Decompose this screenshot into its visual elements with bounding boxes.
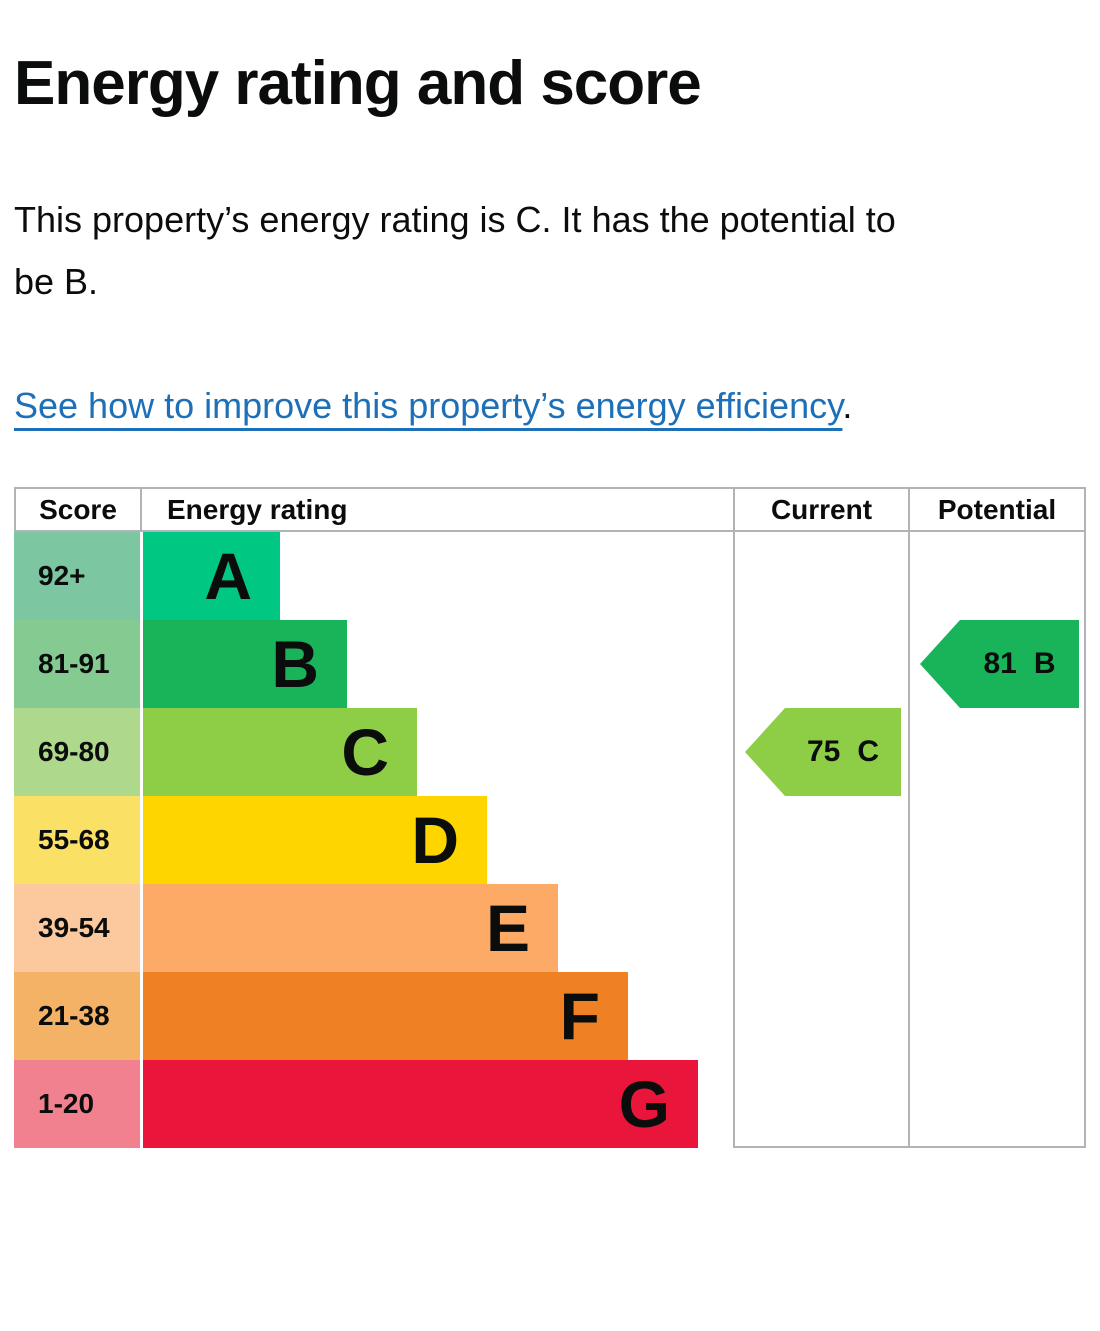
- rating-bar-c: C: [143, 708, 417, 797]
- rating-cell-g: G: [140, 1060, 733, 1149]
- rating-cell-a: A: [140, 532, 733, 621]
- current-column-cell-f: [733, 972, 908, 1061]
- potential-rating-arrow-band-letter: B: [1033, 647, 1056, 681]
- potential-column-cell-c: [908, 708, 1086, 797]
- rating-cell-f: F: [140, 972, 733, 1061]
- header-score: Score: [14, 489, 140, 531]
- potential-rating-arrow-shape: [920, 620, 1079, 709]
- band-letter-g: G: [618, 1067, 670, 1142]
- potential-rating-arrow-label: 81 B: [960, 620, 1079, 708]
- potential-column-cell-f: [908, 972, 1086, 1061]
- current-column-cell-c: 75 C: [733, 708, 908, 797]
- header-energy-rating: Energy rating: [140, 489, 733, 531]
- band-letter-a: A: [204, 539, 252, 614]
- potential-column-cell-d: [908, 796, 1086, 885]
- score-range-c: 69-80: [14, 708, 140, 797]
- band-row-b: 81-91 B 81 B: [14, 620, 1086, 709]
- rating-cell-b: B: [140, 620, 733, 709]
- rating-bar-g: G: [143, 1060, 698, 1149]
- score-range-d: 55-68: [14, 796, 140, 885]
- energy-rating-table: Score Energy rating Current Potential 92…: [14, 487, 1086, 1149]
- current-column-cell-b: [733, 620, 908, 709]
- rating-cell-e: E: [140, 884, 733, 973]
- current-rating-arrow-label: 75 C: [785, 708, 901, 796]
- rating-cell-d: D: [140, 796, 733, 885]
- potential-column-cell-e: [908, 884, 1086, 973]
- current-rating-arrow: 75 C: [745, 708, 901, 797]
- potential-column-cell-g: [908, 1060, 1086, 1149]
- band-row-e: 39-54 E: [14, 884, 1086, 973]
- rating-bar-f: F: [143, 972, 628, 1061]
- current-column-cell-g: [733, 1060, 908, 1149]
- current-rating-arrow-shape: [745, 708, 901, 797]
- band-row-f: 21-38 F: [14, 972, 1086, 1061]
- score-range-f: 21-38: [14, 972, 140, 1061]
- band-row-c: 69-80 C 75 C: [14, 708, 1086, 797]
- current-column-cell-a: [733, 532, 908, 621]
- rating-bar-d: D: [143, 796, 487, 885]
- improve-efficiency-link[interactable]: See how to improve this property’s energ…: [14, 385, 843, 427]
- potential-column-cell-b: 81 B: [908, 620, 1086, 709]
- current-column-cell-d: [733, 796, 908, 885]
- potential-rating-arrow-score-value: 81: [983, 647, 1017, 681]
- table-body: 92+ A 81-91 B 81 B 69-80 C 75 C 55-68 D 39-54 E 21-38 F…: [14, 532, 1086, 1149]
- band-row-d: 55-68 D: [14, 796, 1086, 885]
- improve-link-line: See how to improve this property’s energ…: [14, 375, 914, 437]
- band-row-a: 92+ A: [14, 532, 1086, 621]
- score-range-e: 39-54: [14, 884, 140, 973]
- rating-cell-c: C: [140, 708, 733, 797]
- current-rating-arrow-band-letter: C: [857, 735, 880, 769]
- band-letter-e: E: [485, 891, 530, 966]
- header-current: Current: [733, 489, 908, 531]
- band-letter-d: D: [411, 803, 459, 878]
- band-letter-c: C: [341, 715, 389, 790]
- score-range-a: 92+: [14, 532, 140, 621]
- epc-page: Energy rating and score This property’s …: [0, 48, 1100, 1149]
- band-letter-b: B: [271, 627, 319, 702]
- page-title: Energy rating and score: [14, 49, 702, 118]
- potential-rating-arrow: 81 B: [920, 620, 1079, 709]
- band-letter-f: F: [559, 979, 600, 1054]
- potential-column-cell-a: [908, 532, 1086, 621]
- current-column-cell-e: [733, 884, 908, 973]
- link-period: .: [842, 385, 853, 427]
- table-header-row: Score Energy rating Current Potential: [14, 487, 1086, 533]
- band-row-g: 1-20 G: [14, 1060, 1086, 1149]
- rating-bar-b: B: [143, 620, 347, 709]
- rating-bar-e: E: [143, 884, 558, 973]
- score-range-b: 81-91: [14, 620, 140, 709]
- header-potential: Potential: [908, 489, 1086, 531]
- rating-bar-a: A: [143, 532, 280, 621]
- score-range-g: 1-20: [14, 1060, 140, 1149]
- current-rating-arrow-score-value: 75: [806, 735, 841, 769]
- intro-text: This property’s energy rating is C. It h…: [14, 199, 896, 303]
